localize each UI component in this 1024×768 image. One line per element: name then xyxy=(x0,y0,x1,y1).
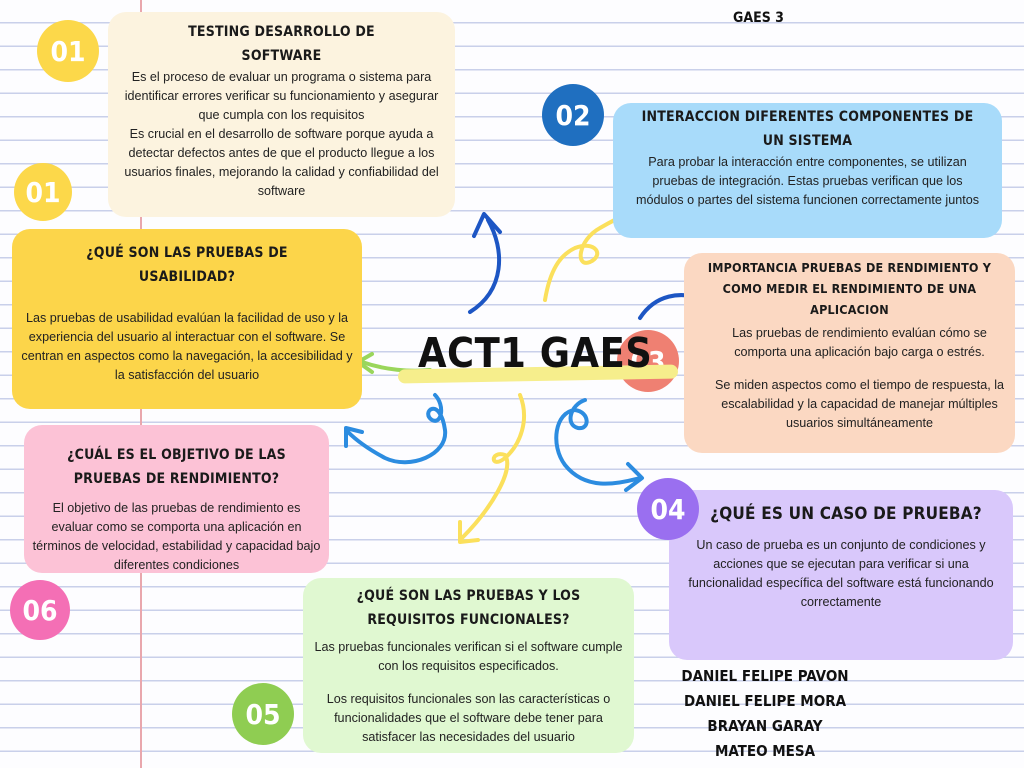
card-paragraph: Las pruebas de rendimiento evalúan cómo … xyxy=(732,326,987,359)
badge-06-objetivo: 06 xyxy=(10,580,70,640)
card-requisitos: ¿Qué son las pruebas y los requisitos fu… xyxy=(303,578,634,753)
card-title: ¿Qué es un caso de prueba? xyxy=(710,504,982,524)
author-name: DANIEL FELIPE MORA xyxy=(683,692,847,710)
card-paragraph: Las pruebas funcionales verifican si el … xyxy=(314,640,623,673)
author-name: DANIEL FELIPE PAVON xyxy=(681,667,849,685)
badge-01-usabilidad: 01 xyxy=(14,163,72,221)
card-usabilidad: ¿Qué son las pruebas de usabilidad? Las … xyxy=(12,229,362,409)
card-title: ¿Qué son las pruebas de usabilidad? xyxy=(86,245,288,285)
arrow-to-testing xyxy=(468,218,501,314)
card-title: ¿Cuál es el objetivo de las pruebas de r… xyxy=(67,447,286,487)
card-caso: ¿Qué es un caso de prueba? Un caso de pr… xyxy=(669,490,1013,660)
card-paragraph: El objetivo de las pruebas de rendimient… xyxy=(32,501,321,572)
group-label: GAES 3 xyxy=(733,10,784,26)
arrow-head-objetivo xyxy=(344,426,364,448)
card-title: Testing Desarrollo de Software xyxy=(188,24,375,64)
arrow-head-caso xyxy=(624,462,644,492)
card-title: Interaccion diferentes componentes de un… xyxy=(641,109,974,149)
badge-05-requisitos: 05 xyxy=(232,683,294,745)
page-title: ACT1 GAES xyxy=(418,329,653,377)
arrow-to-caso xyxy=(554,398,642,486)
card-testing: Testing Desarrollo de Software Es el pro… xyxy=(108,12,455,217)
arrow-head-testing xyxy=(472,212,502,238)
badge-04-caso: 04 xyxy=(637,478,699,540)
badge-02-interaccion: 02 xyxy=(542,84,604,146)
card-paragraph: Se miden aspectos como el tiempo de resp… xyxy=(714,378,1005,430)
badge-01-testing: 01 xyxy=(37,20,99,82)
card-paragraph: Las pruebas de usabilidad evalúan la fac… xyxy=(21,311,353,382)
arrow-to-requisitos xyxy=(460,393,526,540)
arrow-to-interaccion xyxy=(543,208,637,302)
card-paragraph: Es el proceso de evaluar un programa o s… xyxy=(124,70,439,122)
card-paragraph: Para probar la interacción entre compone… xyxy=(635,155,979,207)
card-objetivo: ¿Cuál es el objetivo de las pruebas de r… xyxy=(24,425,329,573)
arrow-head-requisitos xyxy=(458,520,480,544)
card-interaccion: Interaccion diferentes componentes de un… xyxy=(613,103,1002,238)
arrow-to-objetivo xyxy=(346,393,448,465)
card-title: ¿Qué son las pruebas y los requisitos fu… xyxy=(356,588,581,628)
card-paragraph: Los requisitos funcionales son las carac… xyxy=(326,692,611,744)
card-importancia: Importancia pruebas de rendimiento y com… xyxy=(684,253,1015,453)
card-paragraph: Es crucial en el desarrollo de software … xyxy=(124,127,439,198)
card-title: Importancia pruebas de rendimiento y com… xyxy=(707,260,992,317)
authors-list: DANIEL FELIPE PAVON DANIEL FELIPE MORA B… xyxy=(680,664,850,764)
card-paragraph: Un caso de prueba es un conjunto de cond… xyxy=(688,538,994,609)
author-name: MATEO MESA xyxy=(714,742,816,760)
author-name: BRAYAN GARAY xyxy=(707,717,823,735)
